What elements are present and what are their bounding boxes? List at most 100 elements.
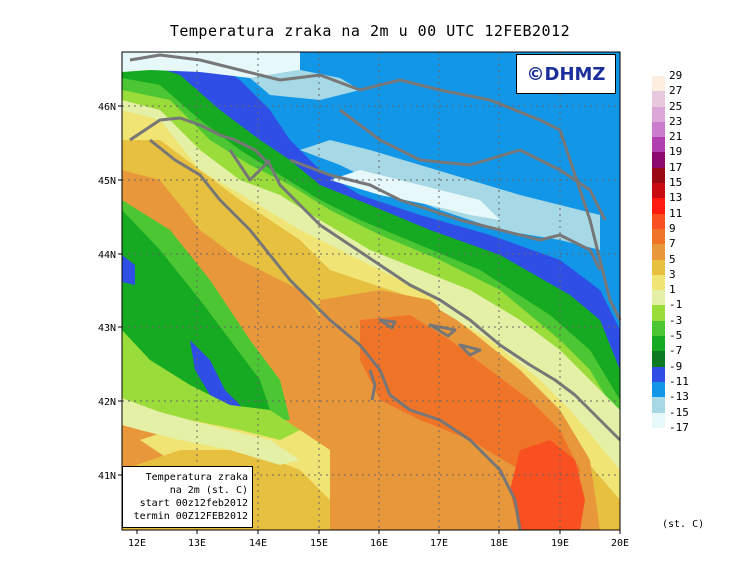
legend-swatch (652, 152, 665, 168)
band-m9-italy (190, 340, 245, 415)
legend-swatch (652, 259, 665, 275)
map-title: Temperatura zraka na 2m u 00 UTC 12FEB20… (169, 22, 571, 40)
legend-swatch (652, 290, 665, 306)
legend-row: -1 (652, 299, 697, 321)
legend-label: 1 (669, 283, 676, 297)
border-bosnia (339, 108, 607, 221)
legend-row: 5 (652, 253, 697, 275)
legend-label: -3 (669, 313, 683, 327)
band-1-coast (420, 270, 620, 440)
legend-label: 11 (669, 206, 683, 220)
lon-label: 16E (370, 538, 388, 549)
legend-row: -5 (652, 330, 697, 352)
color-legend: 29 27 25 23 21 19 17 15 13 11 9 7 5 3 1 -1 -3 -5 -7 -9 -11 -1… (652, 70, 697, 443)
legend-row: 23 (652, 115, 697, 138)
legend-label: -15 (669, 405, 689, 419)
legend-swatch (652, 228, 665, 245)
legend-swatch (652, 91, 665, 107)
island-1 (378, 318, 397, 330)
legend-label: 13 (669, 191, 683, 205)
legend-row: 9 (652, 222, 697, 245)
legend-row: -13 (652, 391, 697, 413)
legend-row: 11 (652, 207, 697, 229)
gridlines (122, 52, 620, 530)
legend-row: -15 (652, 406, 697, 428)
legend-swatch (652, 305, 665, 321)
lat-label: 45N (98, 176, 116, 187)
legend-row: -17 (652, 421, 697, 443)
lat-label: 44N (98, 250, 116, 261)
lon-label: 19E (551, 538, 569, 549)
lon-label: 17E (430, 538, 448, 549)
plot-frame (121, 51, 621, 531)
border-east (558, 129, 622, 321)
map-plot-area (121, 51, 622, 531)
legend-label: -1 (669, 298, 683, 312)
band-1-italy (122, 398, 300, 465)
lat-label: 46N (98, 102, 116, 113)
lon-label: 20E (611, 538, 629, 549)
border-croatia (289, 158, 602, 271)
info-line: Temperatura zraka (145, 472, 248, 483)
lat-label: 43N (98, 323, 116, 334)
dhmz-logo: ©DHMZ (516, 54, 616, 94)
legend-swatch (652, 137, 665, 153)
legend-label: 21 (669, 130, 683, 144)
legend-swatch (652, 336, 665, 352)
legend-label: 25 (669, 99, 683, 113)
band-m11-north (370, 62, 470, 90)
border-north (129, 53, 561, 132)
legend-swatch (652, 351, 665, 367)
legend-label: -5 (669, 329, 683, 343)
info-line: start 00z12feb2012 (139, 498, 248, 509)
legend-label: 29 (669, 69, 683, 82)
legend-label: 19 (669, 145, 683, 159)
lat-label: 42N (98, 397, 116, 408)
legend-row: -11 (652, 375, 697, 398)
legend-swatch (652, 244, 665, 260)
lon-label: 12E (128, 538, 146, 549)
lon-label: 14E (249, 538, 267, 549)
band-m13-north (250, 70, 360, 100)
legend-row: 1 (652, 284, 697, 306)
legend-swatch (652, 183, 665, 199)
legend-row: -7 (652, 345, 697, 367)
legend-label: -17 (669, 420, 689, 434)
band-m1-italy (122, 330, 300, 440)
band-m5-italy (122, 210, 270, 410)
lat-axis: 46N 45N 44N 43N 42N 41N (98, 102, 122, 482)
legend-label: 5 (669, 252, 676, 266)
legend-row: 17 (652, 161, 697, 184)
lon-axis: 12E 13E 14E 15E 16E 17E 18E 19E 20E (128, 530, 629, 549)
island-2 (428, 323, 457, 338)
lat-label: 41N (98, 471, 116, 482)
legend-swatch (652, 213, 665, 229)
legend-row: 29 (652, 70, 697, 92)
legend-label: 15 (669, 176, 683, 190)
band-m15 (330, 170, 500, 220)
legend-label: -7 (669, 344, 683, 358)
coastline-italy-north (129, 116, 236, 142)
legend-swatch (652, 412, 665, 428)
legend-swatch (652, 106, 665, 122)
band-m9-italy-2 (122, 255, 135, 285)
lon-label: 18E (490, 538, 508, 549)
legend-row: 15 (652, 177, 697, 199)
legend-swatch (652, 76, 665, 92)
legend-row: 13 (652, 192, 697, 214)
info-line: termin 00Z12FEB2012 (133, 511, 248, 522)
legend-swatch (652, 121, 665, 138)
info-line: na 2m (st. C) (169, 485, 248, 496)
band-11 (510, 440, 585, 530)
band-m15-north (122, 52, 300, 78)
legend-label: 3 (669, 267, 676, 281)
legend-swatch (652, 198, 665, 214)
legend-label: 7 (669, 237, 676, 251)
legend-label: -9 (669, 359, 683, 373)
legend-unit: (st. C) (662, 519, 705, 530)
legend-row: -3 (652, 314, 697, 337)
legend-swatch (652, 167, 665, 184)
coastline-balkan (234, 138, 622, 442)
island-3 (458, 343, 482, 357)
